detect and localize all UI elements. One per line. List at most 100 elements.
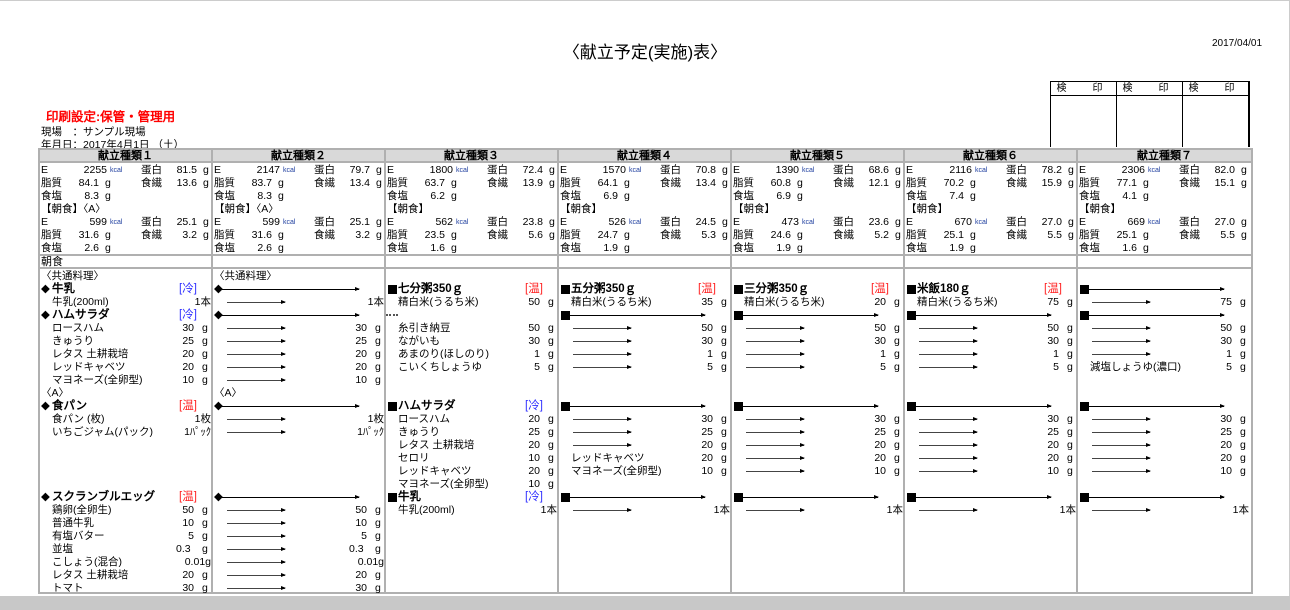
fat-value: 23.5 bbox=[424, 229, 445, 241]
same-as-left-arrow bbox=[573, 443, 632, 447]
same-as-left-arrow bbox=[1092, 300, 1151, 304]
same-as-left-arrow bbox=[746, 430, 805, 434]
menu-row: ◆ 牛乳 [冷] bbox=[40, 283, 212, 296]
temperature-tag: [温] bbox=[179, 491, 197, 503]
ingredient-qty: 10 bbox=[355, 517, 367, 529]
ingredient-name: いちごジャム(パック) bbox=[52, 426, 153, 438]
menu-row: 米飯180ｇ [温] bbox=[905, 283, 1077, 296]
menu-row: 20 g bbox=[213, 348, 385, 361]
menu-row: ◆ bbox=[213, 309, 385, 322]
ingredient-qty: 20 bbox=[355, 361, 367, 373]
energy-value: 599 bbox=[262, 216, 280, 228]
menu-row: 30 g bbox=[1078, 413, 1250, 426]
energy-label: E bbox=[214, 164, 222, 176]
unit: g bbox=[1240, 348, 1246, 360]
menu-row: 25 g bbox=[213, 335, 385, 348]
menu-row: 1本 bbox=[559, 504, 731, 517]
menu-row: 1ﾊﾟｯｸ bbox=[213, 426, 385, 439]
energy-label: E bbox=[387, 164, 395, 176]
ingredient-qty: 1 bbox=[534, 348, 540, 360]
menu-row: 25 g bbox=[559, 426, 731, 439]
unit: g bbox=[894, 348, 900, 360]
square-marker-icon bbox=[1080, 493, 1089, 502]
ingredient-qty: 10 bbox=[528, 478, 540, 490]
unit: g bbox=[202, 322, 208, 334]
ingredient-name: きゅうり bbox=[398, 426, 440, 438]
protein-label: 蛋白 bbox=[1179, 216, 1200, 228]
square-marker-icon bbox=[734, 402, 743, 411]
kcal-unit: kcal bbox=[975, 219, 988, 226]
ingredient-qty: 30 bbox=[701, 413, 713, 425]
ingredient-qty: 75 bbox=[1220, 296, 1232, 308]
same-as-left-arrow bbox=[573, 365, 632, 369]
unit: g bbox=[1240, 465, 1246, 477]
report-page: 〈献立予定(実施)表〉 2017/04/01 検 印 検 印 検 印 印刷設定:… bbox=[0, 0, 1290, 596]
protein-label: 蛋白 bbox=[141, 216, 162, 228]
fat-value: 31.6 bbox=[251, 229, 272, 241]
menu-row: 1本 bbox=[905, 504, 1077, 517]
same-as-left-arrow bbox=[227, 378, 286, 382]
breakfast-label: 【朝食】 bbox=[733, 203, 775, 215]
salt-value: 1.6 bbox=[1122, 242, 1137, 254]
salt-value: 6.2 bbox=[430, 190, 445, 202]
stamp-cell: 検 印 bbox=[1117, 81, 1183, 147]
ingredient-qty: 30 bbox=[355, 322, 367, 334]
ingredient-name: 精白米(うるち米) bbox=[398, 296, 479, 308]
nutrition-row: E 526 kcal 蛋白 24.5 g bbox=[560, 216, 730, 229]
unit: g bbox=[548, 426, 554, 438]
salt-label: 食塩 bbox=[733, 190, 754, 202]
menu-row: 30 g bbox=[732, 413, 904, 426]
energy-label: E bbox=[733, 216, 741, 228]
ingredient-qty: 1 bbox=[707, 348, 713, 360]
menu-row: 食パン (枚) 1枚 bbox=[40, 413, 212, 426]
protein-label: 蛋白 bbox=[314, 216, 335, 228]
same-as-left-arrow bbox=[1092, 339, 1151, 343]
column-title: 献立種類６ bbox=[905, 150, 1076, 163]
ingredient-name: 精白米(うるち米) bbox=[571, 296, 652, 308]
kcal-unit: kcal bbox=[456, 219, 469, 226]
menu-body: 〈共通料理〉 ◆ 牛乳 [冷] 牛乳(200ml) 1本 ◆ ハムサラダ [冷] ロースハム 30 g… bbox=[40, 269, 212, 594]
ingredient-name: ながいも bbox=[398, 335, 440, 347]
same-as-left-arrow bbox=[573, 339, 632, 343]
salt-label: 食塩 bbox=[906, 242, 927, 254]
nutrition-row: E 1570 kcal 蛋白 70.8 g bbox=[560, 164, 730, 177]
nutrition-row: E 2306 kcal 蛋白 82.0 g bbox=[1079, 164, 1249, 177]
unit: g bbox=[376, 177, 382, 189]
ingredient-qty: 50 bbox=[355, 504, 367, 516]
stamp-label: 検 印 bbox=[1183, 81, 1248, 96]
same-as-left-arrow bbox=[573, 430, 632, 434]
salt-label: 食塩 bbox=[214, 242, 235, 254]
square-marker-icon bbox=[907, 493, 916, 502]
temperature-tag: [温] bbox=[525, 283, 543, 295]
ingredient-qty: 20 bbox=[355, 569, 367, 581]
fat-value: 25.1 bbox=[943, 229, 964, 241]
unit: g bbox=[1143, 242, 1149, 254]
same-as-left-arrow bbox=[741, 404, 879, 408]
protein-value: 79.7 bbox=[349, 164, 370, 176]
fiber-value: 5.3 bbox=[701, 229, 716, 241]
nutrition-row: 脂質 83.7 g 食繊 13.4 g bbox=[214, 177, 384, 190]
unit: g bbox=[451, 190, 457, 202]
kcal-unit: kcal bbox=[456, 167, 469, 174]
menu-row: 減塩しょうゆ(濃口) 5 g bbox=[1078, 361, 1250, 374]
fat-value: 24.7 bbox=[597, 229, 618, 241]
menu-row: トマト 30 g bbox=[40, 582, 212, 595]
fat-label: 脂質 bbox=[41, 229, 62, 241]
unit: g bbox=[202, 348, 208, 360]
menu-row: 20 g bbox=[1078, 439, 1250, 452]
unit: g bbox=[1067, 465, 1073, 477]
menu-row: 30 g bbox=[905, 335, 1077, 348]
menu-row: 20 g bbox=[213, 569, 385, 582]
menu-body: 五分粥350ｇ [温] 精白米(うるち米) 35 g 50 g 30 g 1 g 5 g 30 g 25 g 20… bbox=[559, 269, 730, 589]
protein-value: 24.5 bbox=[695, 216, 716, 228]
menu-row: ◆ bbox=[213, 491, 385, 504]
fat-value: 84.1 bbox=[78, 177, 99, 189]
ingredient-name: レタス 土耕栽培 bbox=[52, 569, 129, 581]
fiber-label: 食繊 bbox=[1006, 229, 1027, 241]
scrollbar[interactable] bbox=[0, 596, 1290, 610]
unit: g bbox=[722, 216, 728, 228]
unit: g bbox=[376, 216, 382, 228]
menu-row: こしょう(混合) 0.01g bbox=[40, 556, 212, 569]
same-as-left-arrow bbox=[746, 443, 805, 447]
same-as-left-arrow bbox=[227, 430, 286, 434]
